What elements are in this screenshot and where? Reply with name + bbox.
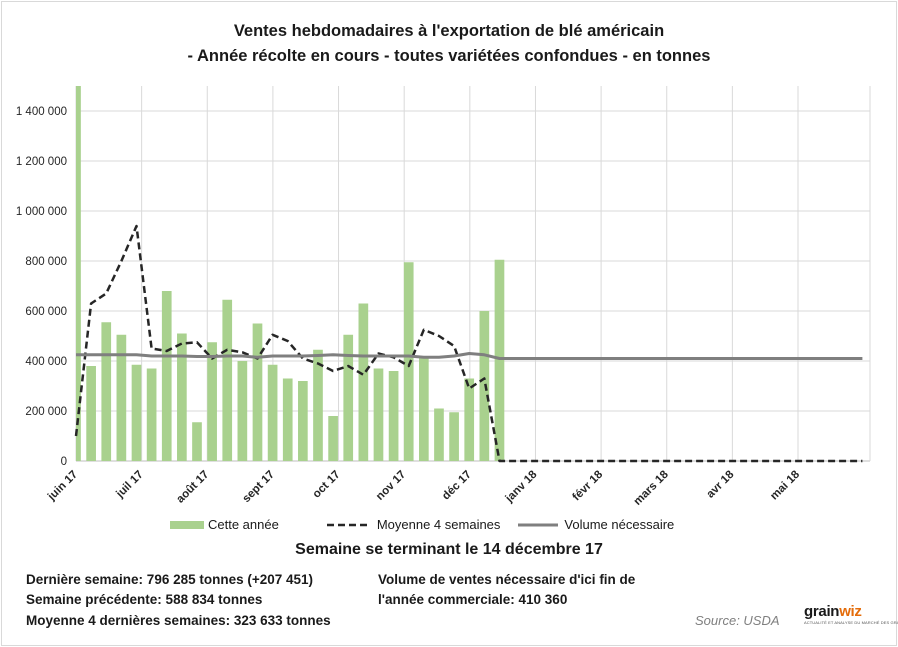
bar xyxy=(282,378,293,461)
x-tick-label: août 17 xyxy=(174,469,211,506)
x-tick-label: févr 18 xyxy=(571,468,606,503)
stat-needed-line1: Volume de ventes nécessaire d'ici fin de xyxy=(378,572,636,587)
bar xyxy=(131,364,142,461)
bar xyxy=(298,381,308,461)
y-axis: 0 200 000 400 000 600 000 800 000 1 000 000 1 … xyxy=(16,106,67,468)
bar xyxy=(116,334,127,461)
bar xyxy=(313,349,323,461)
bar xyxy=(419,356,429,461)
y-tick-label: 1 000 000 xyxy=(16,206,67,218)
bar xyxy=(86,366,96,461)
x-tick-label: sept 17 xyxy=(241,469,278,506)
bar xyxy=(373,368,384,461)
legend-label-avg4: Moyenne 4 semaines xyxy=(376,517,501,532)
bar-series xyxy=(76,86,505,461)
legend-item-this-year: Cette année xyxy=(170,517,279,532)
x-tick-label: oct 17 xyxy=(311,469,343,501)
y-tick-label: 800 000 xyxy=(25,256,67,268)
bar xyxy=(343,334,354,461)
bar xyxy=(464,378,475,461)
bar xyxy=(177,333,187,461)
legend: Cette année Moyenne 4 semaines Volume né… xyxy=(170,517,692,532)
grid xyxy=(75,86,871,462)
legend-swatch-needed-line xyxy=(518,523,559,526)
x-tick-label: avr 18 xyxy=(704,468,736,500)
legend-swatch-avg-line xyxy=(326,523,371,526)
bar xyxy=(434,408,444,461)
x-tick-label: janv 18 xyxy=(503,468,540,505)
moving-average-line xyxy=(74,224,863,463)
logo-wordmark: grainwiz xyxy=(804,603,862,620)
stat-previous-week: Semaine précédente: 588 834 tonnes xyxy=(26,592,263,607)
chart-plot: 0 200 000 400 000 600 000 800 000 1 000 000 1 … xyxy=(16,86,871,508)
legend-item-needed: Volume nécessaire xyxy=(518,517,674,532)
x-tick-label: déc 17 xyxy=(440,469,474,503)
needed-volume-line xyxy=(76,352,863,360)
y-tick-label: 0 xyxy=(61,456,67,468)
legend-label-needed: Volume nécessaire xyxy=(564,517,675,532)
bar xyxy=(494,259,505,461)
stat-last-week: Dernière semaine: 796 285 tonnes (+207 4… xyxy=(26,572,314,587)
bar xyxy=(267,364,278,461)
x-axis: juin 17 juil 17 août 17 sept 17 oct 17 nov 17… xyxy=(45,468,802,508)
x-tick-label: mars 18 xyxy=(632,468,672,508)
bar xyxy=(479,311,490,461)
legend-label-this-year: Cette année xyxy=(208,517,279,532)
x-tick-label: juin 17 xyxy=(45,469,80,504)
bar xyxy=(403,262,414,461)
bar xyxy=(222,299,233,461)
bar xyxy=(358,303,369,461)
bar xyxy=(388,371,399,461)
bar xyxy=(76,86,81,461)
bar xyxy=(252,323,263,461)
y-tick-label: 200 000 xyxy=(25,406,67,418)
bar xyxy=(207,342,217,461)
bar xyxy=(237,361,248,461)
chart-title: Ventes hebdomadaires à l'exportation de … xyxy=(233,22,665,40)
stat-needed-line2: l'année commerciale: 410 360 xyxy=(378,592,568,607)
chart-subtitle: - Année récolte en cours - toutes variét… xyxy=(187,47,711,65)
y-tick-label: 1 200 000 xyxy=(16,156,67,168)
legend-swatch-bars xyxy=(170,520,204,529)
legend-item-avg4: Moyenne 4 semaines xyxy=(326,517,501,532)
y-tick-label: 600 000 xyxy=(25,306,67,318)
y-tick-label: 400 000 xyxy=(25,356,67,368)
bar xyxy=(192,422,202,461)
bar xyxy=(101,322,112,461)
stat-avg4-last: Moyenne 4 dernières semaines: 323 633 to… xyxy=(26,613,331,628)
y-tick-label: 1 400 000 xyxy=(16,106,67,118)
logo-tagline: ACTUALITÉ ET ANALYSE DU MARCHÉ DES GRAIN… xyxy=(804,620,898,625)
bar xyxy=(161,291,172,461)
grainwiz-logo: grainwiz ACTUALITÉ ET ANALYSE DU MARCHÉ … xyxy=(804,603,898,635)
bar xyxy=(146,368,157,461)
x-tick-label: nov 17 xyxy=(374,469,408,503)
source-note: Source: USDA xyxy=(695,613,780,628)
x-tick-label: mai 18 xyxy=(768,468,802,502)
x-tick-label: juil 17 xyxy=(114,469,146,501)
bar xyxy=(449,412,459,461)
week-ending-label: Semaine se terminant le 14 décembre 17 xyxy=(295,541,603,558)
bar xyxy=(328,416,338,461)
line-series xyxy=(74,224,863,463)
